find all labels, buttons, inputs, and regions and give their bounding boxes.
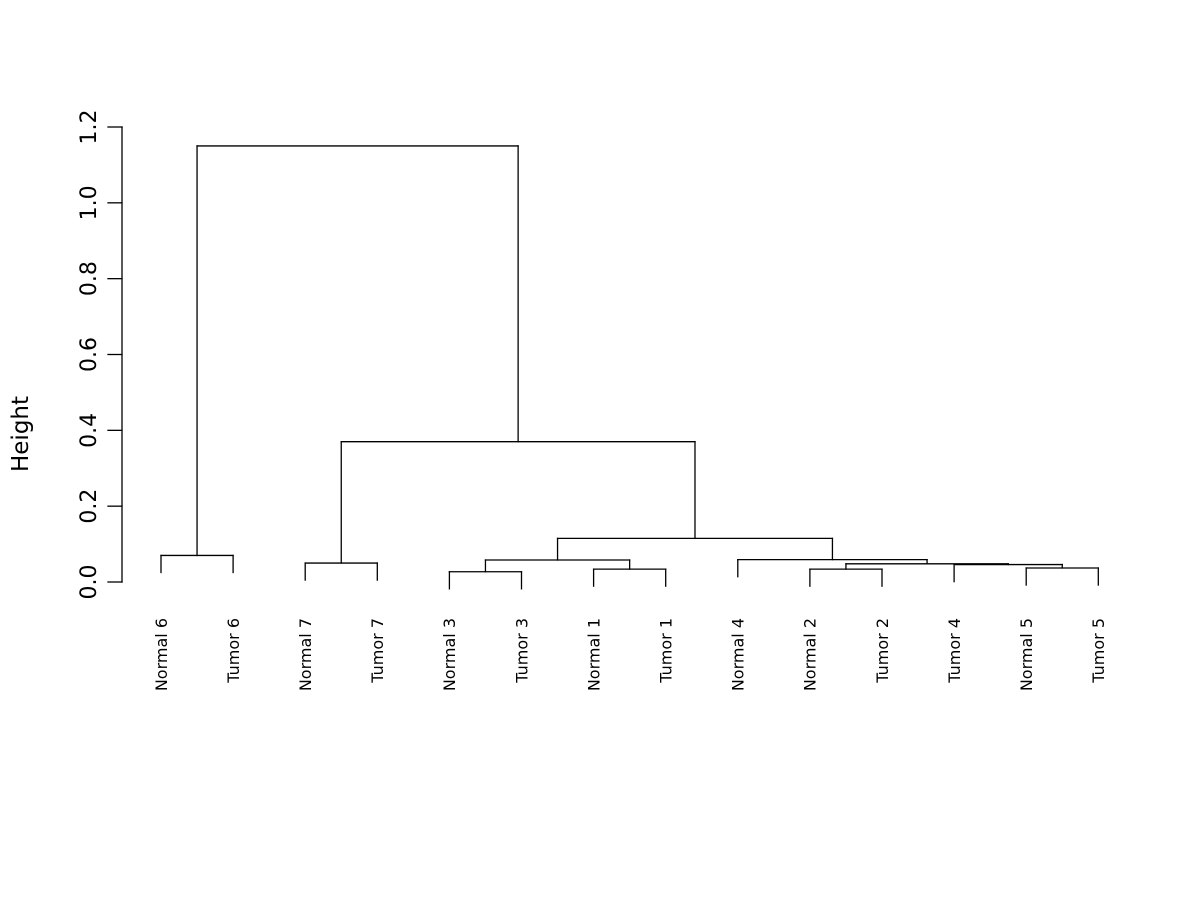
dendrogram-branches: [160, 145, 1099, 590]
leaf-label: Normal 7: [296, 618, 315, 691]
y-axis: 0.0 0.2 0.4 0.6 0.8 1.0 1.2: [77, 110, 123, 600]
y-tick-label: 0.6: [77, 337, 102, 372]
leaf-label: Tumor 2: [873, 618, 892, 684]
leaf-labels: Normal 6 Tumor 6 Normal 7 Tumor 7 Normal 3 Tu…: [152, 618, 1108, 691]
leaf-label: Tumor 5: [1089, 618, 1108, 684]
y-axis-title: Height: [8, 396, 34, 472]
y-tick-label: 0.2: [77, 489, 102, 524]
leaf-label: Tumor 4: [945, 618, 964, 684]
leaf-label: Normal 1: [584, 618, 603, 691]
y-tick-label: 0.8: [77, 261, 102, 296]
leaf-label: Tumor 3: [512, 618, 531, 684]
y-tick-label: 0.4: [77, 413, 102, 448]
leaf-label: Normal 4: [729, 618, 748, 691]
y-tick-label: 0.0: [77, 565, 102, 600]
leaf-label: Normal 3: [440, 618, 459, 691]
leaf-label: Tumor 7: [368, 618, 387, 684]
leaf-label: Tumor 6: [224, 618, 243, 684]
leaf-label: Normal 6: [152, 618, 171, 691]
y-tick-label: 1.0: [77, 185, 102, 220]
leaf-label: Normal 5: [1017, 618, 1036, 691]
leaf-label: Normal 2: [801, 618, 820, 691]
y-tick-label: 1.2: [77, 110, 102, 145]
leaf-label: Tumor 1: [656, 618, 675, 684]
